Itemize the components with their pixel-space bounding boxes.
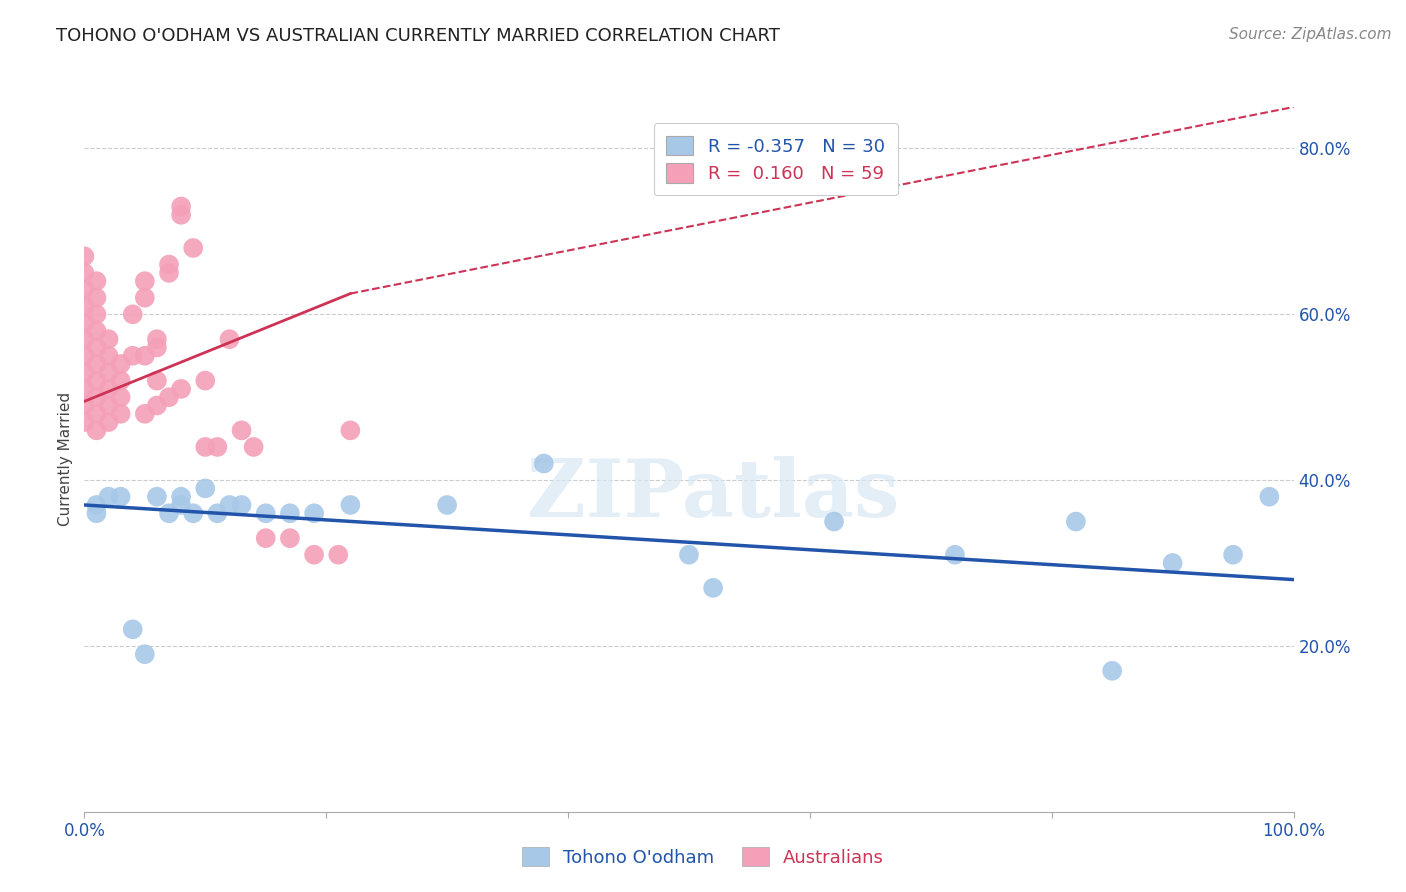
- Point: [254, 506, 277, 520]
- Point: [218, 332, 240, 346]
- Point: [73, 332, 96, 346]
- Point: [86, 390, 108, 404]
- Point: [436, 498, 458, 512]
- Point: [73, 365, 96, 379]
- Point: [73, 415, 96, 429]
- Point: [194, 374, 217, 388]
- Legend: Tohono O'odham, Australians: Tohono O'odham, Australians: [515, 840, 891, 874]
- Point: [73, 382, 96, 396]
- Point: [97, 349, 120, 363]
- Point: [339, 423, 361, 437]
- Y-axis label: Currently Married: Currently Married: [58, 392, 73, 526]
- Point: [134, 647, 156, 661]
- Point: [194, 440, 217, 454]
- Point: [86, 324, 108, 338]
- Point: [73, 299, 96, 313]
- Point: [231, 498, 253, 512]
- Point: [146, 341, 169, 355]
- Point: [207, 440, 229, 454]
- Point: [194, 482, 217, 496]
- Point: [1101, 664, 1123, 678]
- Point: [86, 341, 108, 355]
- Point: [110, 490, 132, 504]
- Point: [86, 506, 108, 520]
- Point: [146, 374, 169, 388]
- Point: [278, 506, 301, 520]
- Point: [170, 200, 193, 214]
- Point: [97, 332, 120, 346]
- Point: [73, 282, 96, 296]
- Point: [97, 365, 120, 379]
- Point: [533, 457, 555, 471]
- Text: TOHONO O'ODHAM VS AUSTRALIAN CURRENTLY MARRIED CORRELATION CHART: TOHONO O'ODHAM VS AUSTRALIAN CURRENTLY M…: [56, 27, 780, 45]
- Point: [181, 241, 204, 255]
- Point: [97, 415, 120, 429]
- Point: [157, 266, 180, 280]
- Point: [97, 382, 120, 396]
- Point: [146, 399, 169, 413]
- Point: [157, 258, 180, 272]
- Point: [86, 498, 108, 512]
- Point: [218, 498, 240, 512]
- Point: [110, 390, 132, 404]
- Point: [146, 332, 169, 346]
- Point: [97, 490, 120, 504]
- Point: [134, 274, 156, 288]
- Point: [157, 506, 180, 520]
- Point: [170, 208, 193, 222]
- Point: [121, 307, 143, 321]
- Point: [146, 490, 169, 504]
- Point: [1064, 515, 1087, 529]
- Point: [302, 506, 325, 520]
- Point: [121, 623, 143, 637]
- Point: [302, 548, 325, 562]
- Point: [170, 498, 193, 512]
- Point: [86, 423, 108, 437]
- Point: [73, 266, 96, 280]
- Point: [134, 407, 156, 421]
- Point: [86, 291, 108, 305]
- Point: [242, 440, 264, 454]
- Point: [1258, 490, 1281, 504]
- Point: [943, 548, 966, 562]
- Legend: R = -0.357   N = 30, R =  0.160   N = 59: R = -0.357 N = 30, R = 0.160 N = 59: [654, 123, 897, 195]
- Point: [181, 506, 204, 520]
- Point: [207, 506, 229, 520]
- Point: [86, 274, 108, 288]
- Point: [73, 349, 96, 363]
- Point: [823, 515, 845, 529]
- Point: [678, 548, 700, 562]
- Point: [110, 357, 132, 371]
- Point: [86, 374, 108, 388]
- Text: Source: ZipAtlas.com: Source: ZipAtlas.com: [1229, 27, 1392, 42]
- Text: ZIPatlas: ZIPatlas: [527, 456, 900, 533]
- Point: [231, 423, 253, 437]
- Point: [278, 531, 301, 545]
- Point: [170, 382, 193, 396]
- Point: [86, 357, 108, 371]
- Point: [110, 407, 132, 421]
- Point: [1222, 548, 1244, 562]
- Point: [86, 407, 108, 421]
- Point: [73, 249, 96, 263]
- Point: [254, 531, 277, 545]
- Point: [73, 316, 96, 330]
- Point: [110, 374, 132, 388]
- Point: [73, 399, 96, 413]
- Point: [328, 548, 350, 562]
- Point: [157, 390, 180, 404]
- Point: [1161, 556, 1184, 570]
- Point: [170, 490, 193, 504]
- Point: [134, 349, 156, 363]
- Point: [121, 349, 143, 363]
- Point: [86, 307, 108, 321]
- Point: [339, 498, 361, 512]
- Point: [97, 399, 120, 413]
- Point: [134, 291, 156, 305]
- Point: [702, 581, 724, 595]
